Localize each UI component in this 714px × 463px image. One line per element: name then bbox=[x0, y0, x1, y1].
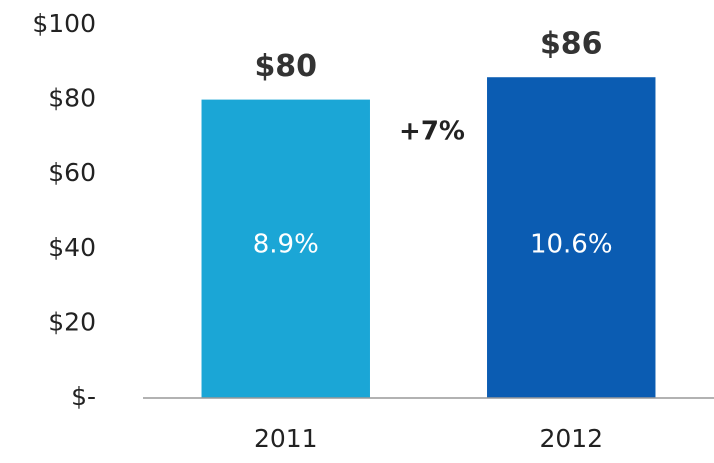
bar bbox=[201, 99, 370, 398]
growth-annotation: +7% bbox=[399, 117, 465, 147]
value-label: $80 bbox=[254, 49, 317, 84]
y-tick-label: $100 bbox=[32, 9, 96, 38]
x-tick-label: 2012 bbox=[539, 424, 603, 453]
y-tick-label: $20 bbox=[48, 307, 96, 336]
y-tick-label: $80 bbox=[48, 84, 96, 113]
bar bbox=[487, 77, 656, 398]
bar-label: 8.9% bbox=[253, 230, 319, 260]
y-tick-label: $40 bbox=[48, 233, 96, 262]
bar-label: 10.6% bbox=[530, 230, 613, 260]
y-tick-label: $- bbox=[71, 382, 96, 411]
x-tick-label: 2011 bbox=[254, 424, 318, 453]
y-tick-label: $60 bbox=[48, 158, 96, 187]
value-label: $86 bbox=[540, 27, 603, 62]
